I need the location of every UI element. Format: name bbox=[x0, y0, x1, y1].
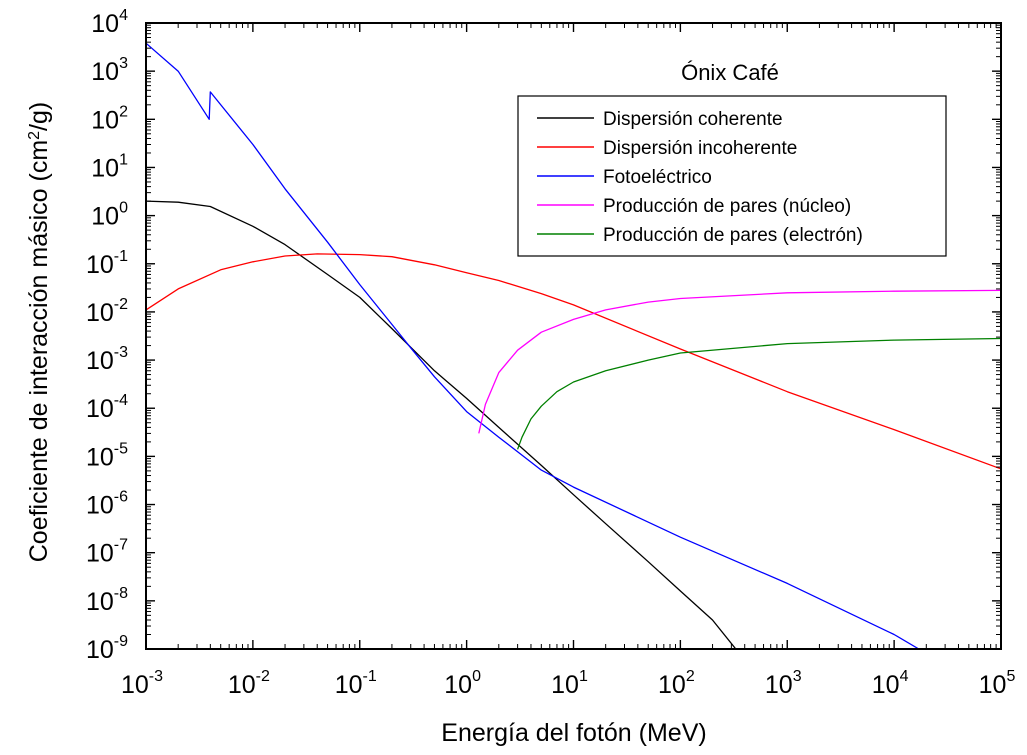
y-axis-title-prefix: Coeficiente de interacción másico (cm bbox=[25, 140, 53, 562]
x-tick-label: 105 bbox=[979, 668, 1016, 699]
series-line-3 bbox=[146, 42, 920, 649]
y-tick-label: 10-6 bbox=[86, 489, 128, 520]
x-tick-label: 10-2 bbox=[228, 668, 270, 699]
x-axis-title: Energía del fotón (MeV) bbox=[441, 719, 706, 747]
legend-label: Dispersión coherente bbox=[603, 109, 783, 130]
y-tick-label: 10-2 bbox=[86, 296, 128, 327]
x-tick-label: 10-3 bbox=[121, 668, 163, 699]
x-tick-label: 104 bbox=[872, 668, 909, 699]
x-tick-label: 102 bbox=[658, 668, 695, 699]
series-line-1 bbox=[146, 200, 737, 649]
x-tick-label: 100 bbox=[444, 668, 481, 699]
y-tick-label: 10-1 bbox=[86, 248, 128, 279]
x-tick-label: 103 bbox=[765, 668, 802, 699]
series-line-2 bbox=[146, 253, 1001, 470]
y-axis-title-sup: 2 bbox=[26, 131, 43, 140]
x-tick-label: 101 bbox=[551, 668, 588, 699]
y-tick-label: 10-8 bbox=[86, 585, 128, 616]
y-tick-labels: 10-9 10-8 10-7 10-6 10-5 10-4 10-3 10-2 10-1 100 1… bbox=[86, 7, 128, 664]
y-axis-title: Coeficiente de interacción másico (cm2/g… bbox=[25, 102, 53, 563]
legend-label: Producción de pares (electrón) bbox=[603, 225, 863, 246]
y-tick-label: 10-9 bbox=[86, 633, 128, 664]
series-line-5 bbox=[516, 337, 1001, 450]
y-tick-label: 10-4 bbox=[86, 392, 128, 423]
y-tick-label: 104 bbox=[91, 7, 128, 38]
x-tick-labels: 10-3 10-2 10-1 100 101 102 103 104 105 bbox=[121, 668, 1015, 699]
y-tick-label: 10-7 bbox=[86, 537, 128, 568]
y-tick-label: 100 bbox=[91, 200, 128, 231]
series-curves bbox=[146, 42, 1001, 649]
legend: Dispersión coherente Dispersión incoheren… bbox=[517, 95, 947, 257]
y-tick-label: 10-5 bbox=[86, 440, 128, 471]
y-tick-label: 103 bbox=[91, 55, 128, 86]
y-tick-label: 10-3 bbox=[86, 344, 128, 375]
series-line-4 bbox=[478, 289, 1001, 434]
legend-label: Producción de pares (núcleo) bbox=[603, 196, 851, 217]
y-tick-label: 102 bbox=[91, 103, 128, 134]
y-axis-title-suffix: /g) bbox=[25, 102, 53, 131]
chart-title: Ónix Café bbox=[681, 60, 779, 85]
x-tick-label: 10-1 bbox=[335, 668, 377, 699]
y-tick-label: 101 bbox=[91, 151, 128, 182]
legend-label: Fotoeléctrico bbox=[603, 167, 712, 188]
axis-ticks bbox=[145, 22, 1002, 650]
legend-label: Dispersión incoherente bbox=[603, 138, 797, 159]
